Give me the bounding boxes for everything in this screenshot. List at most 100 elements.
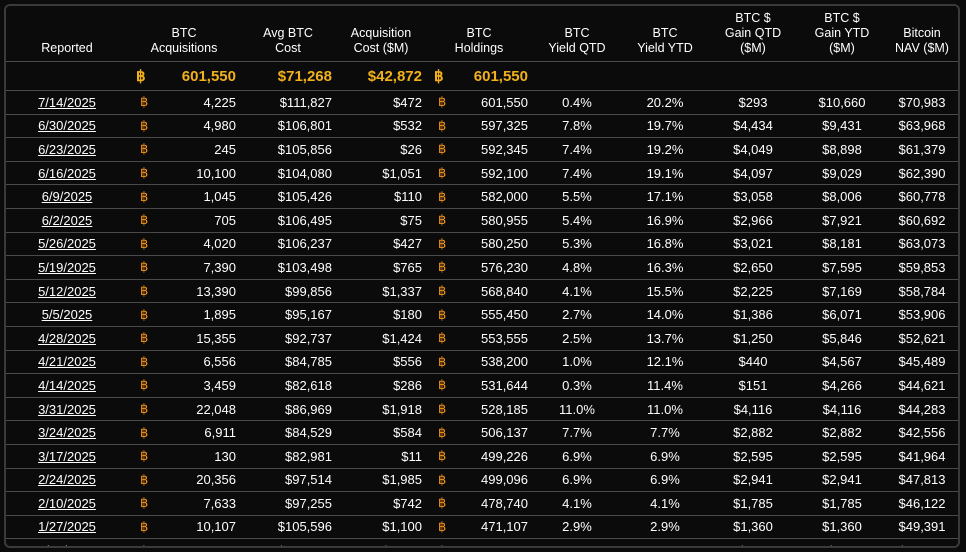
gain-qtd-cell: $440	[708, 349, 798, 374]
bitcoin-icon: ฿	[140, 448, 149, 464]
nav-cell: $58,784	[886, 278, 958, 303]
gain-qtd-cell: $1,386	[708, 302, 798, 327]
table-row: 6/23/2025 ฿ 245 $105,856 $26 ฿ 592,345 7.4% 19.2…	[6, 137, 958, 162]
reported-date-link[interactable]: 6/16/2025	[6, 160, 128, 185]
bitcoin-icon: ฿	[140, 117, 149, 133]
bitcoin-icon: ฿	[140, 377, 149, 393]
reported-date-link[interactable]: 3/17/2025	[6, 443, 128, 468]
avg-cost-cell: $92,737	[240, 325, 336, 351]
table-row: 6/9/2025 ฿ 1,045 $105,426 $110 ฿ 582,000 5.5% 17…	[6, 184, 958, 209]
yield-ytd-cell: 15.5%	[622, 278, 708, 303]
acq-cost-cell: $1,918	[336, 396, 426, 421]
reported-date-link[interactable]: 5/19/2025	[6, 255, 128, 280]
gain-qtd-cell: $1,250	[708, 325, 798, 351]
yield-ytd-cell: 20.2%	[622, 90, 708, 115]
gain-ytd-cell: $4,266	[798, 373, 886, 398]
gain-qtd-cell: $2,966	[708, 207, 798, 233]
gain-qtd-cell: $4,049	[708, 137, 798, 162]
yield-ytd-cell: 16.3%	[622, 255, 708, 280]
holdings-cell: ฿ 580,955	[426, 207, 532, 233]
nav-cell: $42,556	[886, 420, 958, 445]
reported-date-link[interactable]: 5/5/2025	[6, 302, 128, 327]
avg-cost-cell: $105,426	[240, 184, 336, 209]
acquisitions-cell: ฿ 7,390	[128, 255, 240, 280]
nav-cell: $61,379	[886, 137, 958, 162]
yield-qtd-cell: 4.8%	[532, 255, 622, 280]
nav-cell: $59,853	[886, 255, 958, 280]
holdings-cell: ฿ 592,345	[426, 137, 532, 162]
holdings-cell: ฿ 499,096	[426, 467, 532, 492]
reported-date-link[interactable]: 5/12/2025	[6, 278, 128, 303]
bitcoin-icon: ฿	[438, 306, 447, 322]
table-row: 2/10/2025 ฿ 7,633 $97,255 $742 ฿ 478,740 4.1% 4.…	[6, 491, 958, 516]
bitcoin-icon: ฿	[140, 94, 149, 110]
reported-date-link[interactable]: 3/24/2025	[6, 420, 128, 445]
table-row: 4/21/2025 ฿ 6,556 $84,785 $556 ฿ 538,200 1.0% 12…	[6, 349, 958, 374]
acquisitions-cell: ฿ 15,355	[128, 325, 240, 351]
bitcoin-icon: ฿	[140, 495, 149, 511]
yield-qtd-cell: 5.5%	[532, 184, 622, 209]
gain-ytd-cell: $2,882	[798, 420, 886, 445]
reported-date-link[interactable]: 2/24/2025	[6, 467, 128, 492]
avg-cost-cell: $103,498	[240, 255, 336, 280]
reported-date-link[interactable]: 4/21/2025	[6, 349, 128, 374]
gain-ytd-cell: $4,567	[798, 349, 886, 374]
holdings-cell: ฿ 528,185	[426, 396, 532, 421]
holdings-cell: ฿ 499,226	[426, 443, 532, 468]
acq-cost-cell: $472	[336, 90, 426, 115]
yield-ytd-cell: 17.1%	[622, 184, 708, 209]
gain-ytd-cell: $10,660	[798, 90, 886, 115]
bitcoin-icon: ฿	[140, 471, 149, 487]
reported-date-link[interactable]: 6/30/2025	[6, 113, 128, 138]
reported-date-link[interactable]: 7/14/2025	[6, 90, 128, 115]
holdings-cell: ฿ 582,000	[426, 184, 532, 209]
table-row: 1/21/2025฿11,000$101,191$1,100฿461,0001.…	[6, 538, 958, 546]
reported-date-link[interactable]: 3/31/2025	[6, 396, 128, 421]
reported-date-link[interactable]: 6/23/2025	[6, 137, 128, 162]
acquisitions-cell: ฿ 22,048	[128, 396, 240, 421]
bitcoin-icon: ฿	[434, 68, 444, 85]
reported-date-link[interactable]: 1/27/2025	[6, 514, 128, 539]
reported-date-link[interactable]: 6/2/2025	[6, 207, 128, 233]
avg-cost-cell: $106,801	[240, 113, 336, 138]
nav-cell: $63,968	[886, 113, 958, 138]
nav-cell: $60,778	[886, 184, 958, 209]
reported-date-link[interactable]: 1/21/2025	[6, 538, 128, 546]
reported-date-link[interactable]: 2/10/2025	[6, 491, 128, 516]
table-row: 7/14/2025 ฿ 4,225 $111,827 $472 ฿ 601,550 0.4% 2…	[6, 90, 958, 115]
acquisitions-cell: ฿ 4,980	[128, 113, 240, 138]
reported-date-link[interactable]: 5/26/2025	[6, 231, 128, 256]
yield-ytd-cell: 7.7%	[622, 420, 708, 445]
holdings-cell: ฿ 601,550	[426, 90, 532, 115]
bitcoin-icon: ฿	[438, 495, 447, 511]
table-row: 5/5/2025 ฿ 1,895 $95,167 $180 ฿ 555,450 2.7% 14.…	[6, 302, 958, 327]
gain-qtd-cell: $2,941	[708, 467, 798, 492]
reported-date-link[interactable]: 4/28/2025	[6, 325, 128, 351]
reported-date-link[interactable]: 6/9/2025	[6, 184, 128, 209]
nav-cell: $44,283	[886, 396, 958, 421]
nav-cell: $41,964	[886, 443, 958, 468]
header-btc-gain-qtd: BTC $ Gain QTD ($M)	[724, 11, 782, 55]
acq-cost-cell: $742	[336, 491, 426, 516]
reported-date-link[interactable]: 4/14/2025	[6, 373, 128, 398]
acquisitions-cell: ฿ 4,020	[128, 231, 240, 256]
bitcoin-icon: ฿	[438, 235, 447, 251]
yield-ytd-cell: 14.0%	[622, 302, 708, 327]
yield-ytd-cell: 11.0%	[622, 396, 708, 421]
gain-qtd-cell: $2,650	[708, 255, 798, 280]
gain-qtd-cell: $4,434	[708, 113, 798, 138]
nav-cell: $63,073	[886, 231, 958, 256]
gain-qtd-cell: $151	[708, 373, 798, 398]
bitcoin-icon: ฿	[140, 401, 149, 417]
gain-ytd-cell: $783	[798, 538, 886, 546]
yield-ytd-cell: 16.8%	[622, 231, 708, 256]
bitcoin-icon: ฿	[438, 259, 447, 275]
yield-qtd-cell: 2.9%	[532, 514, 622, 539]
nav-cell: $53,906	[886, 302, 958, 327]
bitcoin-icon: ฿	[140, 235, 149, 251]
yield-qtd-cell: 0.3%	[532, 373, 622, 398]
bitcoin-icon: ฿	[438, 330, 447, 346]
table-row: 6/16/2025 ฿ 10,100 $104,080 $1,051 ฿ 592,100 7.…	[6, 160, 958, 185]
acq-cost-cell: $1,424	[336, 325, 426, 351]
acquisitions-cell: ฿ 10,100	[128, 160, 240, 185]
